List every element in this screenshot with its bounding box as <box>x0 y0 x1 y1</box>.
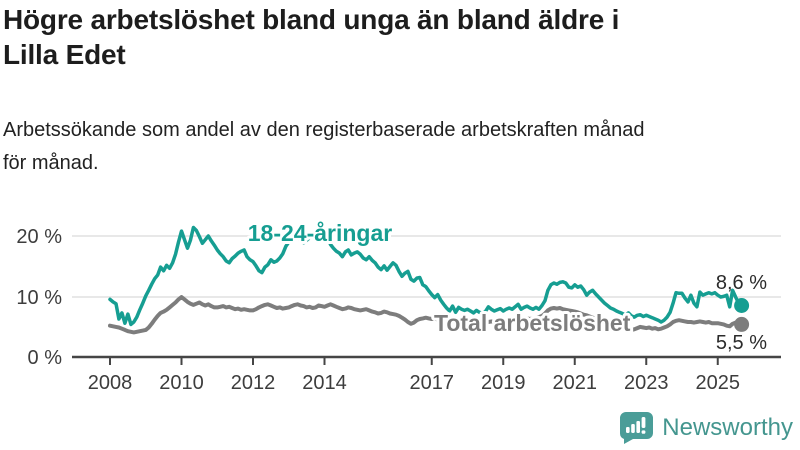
x-axis-ticks <box>109 357 719 365</box>
chart-subtitle-line-1: Arbetssökande som andel av den registerb… <box>3 119 645 141</box>
x-tick-label-2012: 2012 <box>231 372 276 394</box>
series-label-total: Total arbetslöshet <box>434 310 631 336</box>
x-tick-label-2021: 2021 <box>553 372 598 394</box>
chart-subtitle: Arbetssökande som andel av den registerb… <box>3 114 795 180</box>
brand-name: Newsworthy <box>662 414 793 441</box>
y-tick-label-0: 0 % <box>28 347 63 369</box>
series-line-total-unemployment <box>108 295 744 335</box>
x-tick-label-2017: 2017 <box>410 372 455 394</box>
page-title-line-1: Högre arbetslöshet bland unga än bland ä… <box>3 4 620 35</box>
logo-bars <box>626 417 646 434</box>
chart-header: Högre arbetslöshet bland unga än bland ä… <box>3 2 795 174</box>
end-value-label-youth: 8,6 % <box>716 272 767 294</box>
y-axis-labels: 0 % 10 % 20 % <box>16 226 62 369</box>
x-tick-label-2014: 2014 <box>302 372 347 394</box>
x-tick-label-2025: 2025 <box>696 372 741 394</box>
page-title: Högre arbetslöshet bland unga än bland ä… <box>3 2 795 72</box>
y-tick-label-10: 10 % <box>16 287 62 309</box>
x-tick-label-2019: 2019 <box>481 372 526 394</box>
chart-subtitle-line-2: för månad. <box>3 152 99 174</box>
brand-footer: Newsworthy <box>618 412 793 444</box>
newsworthy-logo-icon <box>620 412 654 444</box>
page-title-line-2: Lilla Edet <box>3 39 126 70</box>
x-tick-label-2010: 2010 <box>159 372 204 394</box>
y-tick-label-20: 20 % <box>16 226 62 248</box>
series-end-dot-youth <box>734 298 750 313</box>
series-end-dot-total <box>734 316 750 332</box>
x-tick-label-2023: 2023 <box>624 372 669 394</box>
series-label-youth: 18-24-åringar <box>248 220 393 246</box>
x-tick-label-2008: 2008 <box>88 372 133 394</box>
x-axis-labels: 2008 2010 2012 2014 2017 2019 2021 2023 2025 <box>88 372 740 394</box>
series-line-youth-18-24 <box>108 225 744 327</box>
end-value-label-total: 5,5 % <box>716 332 767 354</box>
